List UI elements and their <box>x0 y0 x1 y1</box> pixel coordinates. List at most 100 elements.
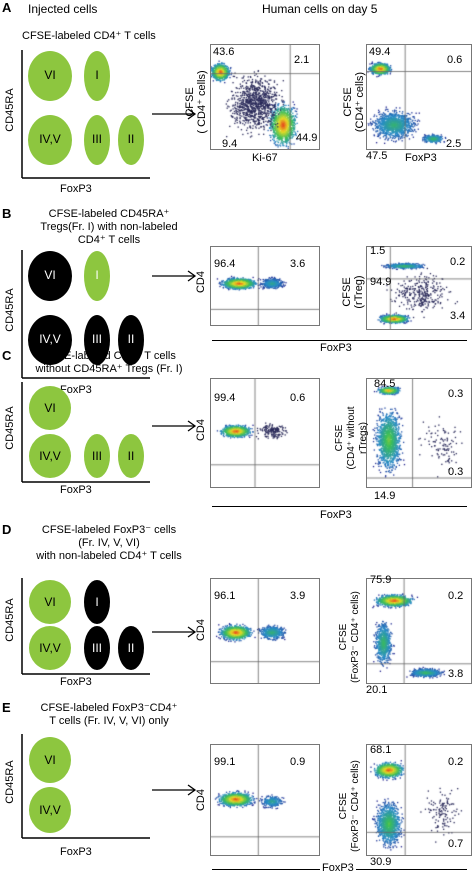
quadrant-value: 3.8 <box>448 668 464 680</box>
title-line: (Fr. IV, V, VI) <box>78 537 140 549</box>
title-line: Tregs(Fr. I) with non-labeled <box>40 221 178 233</box>
flow-plot-e1 <box>210 744 320 856</box>
label-vi: VI <box>44 753 56 767</box>
flow-plot-d1 <box>210 578 320 684</box>
circle-i <box>84 51 110 101</box>
quadrant-value: 49.4 <box>369 46 391 58</box>
panel-b-title: CFSE-labeled CD45RA⁺ Tregs(Fr. I) with no… <box>14 208 204 247</box>
circle-vi <box>28 251 72 301</box>
quadrant-value: 20.1 <box>366 684 388 696</box>
quadrant-value: 9.4 <box>222 138 238 150</box>
quadrant-value: 0.3 <box>448 466 464 478</box>
label-vi: VI <box>44 595 56 609</box>
plot-x-label: FoxP3 <box>405 152 437 164</box>
title-line: CFSE-labeled CD45RA⁺ <box>48 208 170 220</box>
quadrant-value: 47.5 <box>366 150 388 162</box>
arrow <box>152 420 197 432</box>
y-axis-label: CD45RA <box>4 406 16 450</box>
title-line: CFSE-labeled FoxP3⁻CD4⁺ <box>40 702 178 714</box>
label-iv-v: IV,V <box>39 332 61 346</box>
circle-iv-v <box>28 315 72 365</box>
flow-density <box>367 247 471 329</box>
title-line: CFSE-labeled CD4⁺ T cells <box>42 350 176 362</box>
circle-ii <box>118 315 144 365</box>
quadrant-value: 94.9 <box>370 276 392 288</box>
arrow <box>152 626 197 638</box>
flow-plot-e2 <box>366 744 472 856</box>
panel-b-schematic <box>21 250 150 379</box>
label-vi: VI <box>44 68 56 82</box>
plot-y-label-line: CFSE <box>338 792 349 820</box>
flow-plot-b1 <box>210 246 320 326</box>
arrow <box>152 270 197 282</box>
circle-ii <box>118 115 144 165</box>
panel-e-title: CFSE-labeled FoxP3⁻CD4⁺ T cells (Fr. IV, … <box>14 702 204 728</box>
circle-iv-v <box>29 626 71 670</box>
quadrant-value: 84.5 <box>374 378 396 390</box>
flow-density <box>367 745 471 855</box>
panel-letter-e: E <box>2 700 11 715</box>
panel-letter-b: B <box>2 206 12 221</box>
quadrant-value: 0.2 <box>448 590 464 602</box>
circle-i <box>84 251 110 301</box>
plot-y-label: CFSE (rTreg) <box>341 257 365 327</box>
x-axis-label: FoxP3 <box>60 384 92 396</box>
arrow <box>152 108 197 120</box>
label-iv-v: IV,V <box>39 132 61 146</box>
quadrant-value: 75.9 <box>370 574 392 586</box>
plot-y-label: CD4 <box>195 271 207 294</box>
label-ii: II <box>127 332 135 346</box>
panel-letter-d: D <box>2 522 12 537</box>
plot-y-label-line: rTregs) <box>358 422 369 454</box>
plot-y-label: CFSE (CD4⁺ cells) <box>342 62 366 142</box>
flow-density <box>211 579 319 683</box>
title-line: CFSE-labeled FoxP3⁻ cells <box>41 524 177 536</box>
circle-i <box>84 580 110 624</box>
circle-vi <box>29 737 71 783</box>
label-ii: II <box>127 449 135 463</box>
flow-density <box>211 45 319 149</box>
circle-ii <box>118 434 144 478</box>
label-vi: VI <box>44 401 56 415</box>
plot-y-label-line: (CD4⁺ cells) <box>354 71 366 133</box>
flow-density <box>211 745 319 855</box>
quadrant-value: 1.5 <box>370 245 386 257</box>
plot-y-label: CD4 <box>195 789 207 812</box>
circle-iii <box>84 434 110 478</box>
arrow <box>152 784 197 796</box>
quadrant-value: 30.9 <box>370 856 392 868</box>
plot-y-label-line: (rTreg) <box>353 275 365 309</box>
shared-x-label: FoxP3 <box>320 862 356 874</box>
title-line: T cells (Fr. IV, V, VI) only <box>49 715 169 727</box>
quadrant-value: 14.9 <box>374 490 396 502</box>
flow-plot-a1 <box>210 44 320 150</box>
circle-iv-v <box>29 787 71 833</box>
flow-plot-b2 <box>366 246 472 330</box>
plot-y-label-line: CFSE <box>342 87 354 117</box>
title-line: CD4⁺ T cells <box>77 234 141 246</box>
quadrant-value: 0.2 <box>450 256 466 268</box>
quadrant-value: 3.9 <box>290 590 306 602</box>
circle-iii <box>84 315 110 365</box>
x-axis-label: FoxP3 <box>60 846 92 858</box>
panel-e-schematic <box>21 734 150 839</box>
plot-y-label-line: CFSE <box>184 87 196 117</box>
plot-y-label-line: CFSE <box>334 424 345 452</box>
x-axis-label: FoxP3 <box>60 676 92 688</box>
panel-c-title: CFSE-labeled CD4⁺ T cells without CD45RA⁺… <box>14 350 204 376</box>
header-injected-cells: Injected cells <box>28 2 98 16</box>
circle-vi <box>29 580 71 624</box>
circle-vi <box>28 51 72 101</box>
quadrant-value: 0.3 <box>448 388 464 400</box>
plot-y-label: CFSE( CD4⁺ cells) <box>184 62 208 142</box>
plot-x-label: Ki-67 <box>252 152 278 164</box>
panel-letter-c: C <box>2 348 12 363</box>
shared-x-label: FoxP3 <box>320 509 352 521</box>
quadrant-value: 96.4 <box>214 258 236 270</box>
plot-y-label: CD4 <box>195 619 207 642</box>
foxp3-axis-line <box>212 506 467 507</box>
quadrant-value: 3.4 <box>450 310 466 322</box>
panel-letter-a: A <box>2 0 12 15</box>
flow-density <box>211 247 319 325</box>
flow-plot-c2 <box>366 378 472 488</box>
